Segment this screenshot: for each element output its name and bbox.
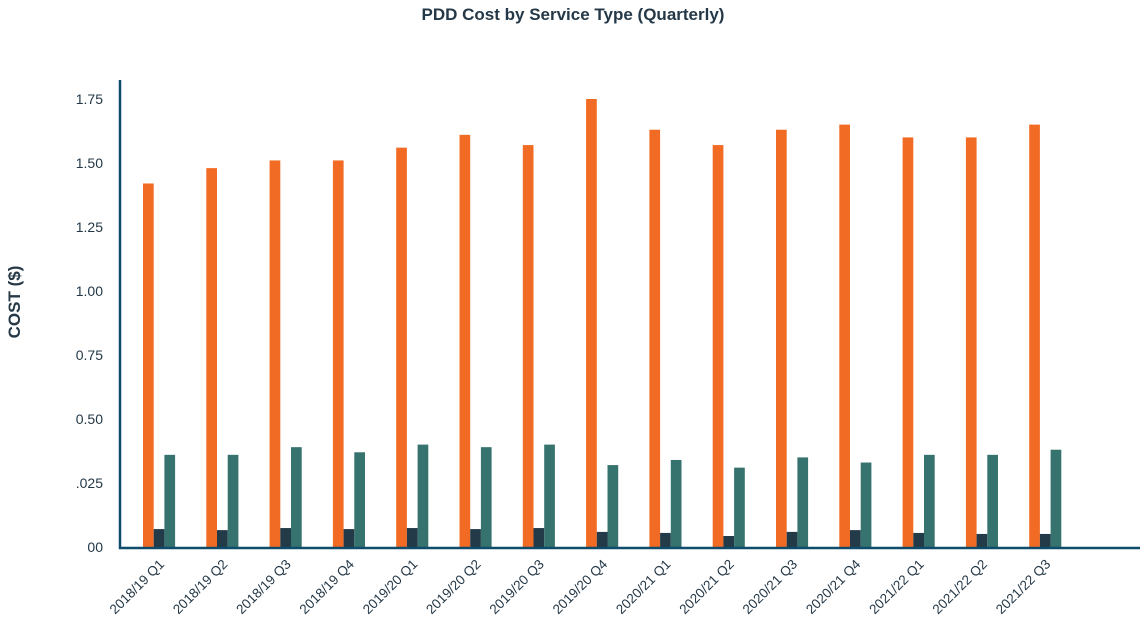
bar-series-1: [206, 168, 217, 548]
bar-series-2: [533, 528, 545, 548]
bar-series-1: [143, 183, 154, 549]
x-tick-label: 2019/20 Q3: [486, 557, 547, 618]
y-tick-label: 0.75: [76, 347, 103, 363]
bar-series-1: [396, 147, 407, 548]
y-tick-label: 1.50: [76, 155, 103, 171]
bar-series-3: [607, 465, 619, 548]
bar-series-1: [649, 129, 661, 548]
bar-series-3: [987, 454, 998, 548]
bar-series-3: [734, 467, 745, 548]
bar-series-1: [965, 137, 977, 548]
bar-series-3: [417, 444, 429, 548]
bar-series-2: [596, 531, 608, 548]
bar-series-2: [406, 528, 418, 548]
bar-series-2: [1039, 533, 1051, 548]
bar-series-3: [480, 447, 492, 548]
bar-series-3: [291, 447, 302, 548]
x-tick-label: 2020/21 Q4: [803, 556, 864, 617]
y-tick-label: 0.50: [76, 411, 103, 427]
y-tick-label: 1.00: [76, 283, 103, 299]
x-tick-label: 2019/20 Q4: [550, 556, 611, 617]
x-tick-label: 2021/22 Q2: [930, 557, 991, 618]
bar-series-1: [1029, 124, 1040, 548]
bar-series-3: [1050, 449, 1062, 548]
bar-series-1: [459, 134, 471, 548]
x-tick-label: 2021/22 Q1: [866, 557, 927, 618]
y-axis-label: COST ($): [5, 266, 24, 339]
y-tick-label: 1.25: [76, 219, 103, 235]
x-tick-label: 2018/19 Q1: [107, 557, 168, 618]
bar-series-3: [227, 454, 239, 548]
bar-series-3: [860, 462, 872, 548]
bar-series-3: [164, 454, 176, 548]
bar-series-3: [544, 444, 555, 548]
y-tick-label: 1.75: [76, 91, 103, 107]
bar-series-2: [217, 530, 228, 548]
x-tick-label: 2018/19 Q3: [233, 557, 294, 618]
bar-series-2: [913, 532, 924, 548]
bar-series-3: [354, 452, 365, 548]
bar-series-1: [332, 160, 344, 548]
bar-series-3: [924, 454, 935, 548]
bar-series-2: [850, 530, 861, 548]
bar-series-2: [723, 535, 735, 548]
x-tick-label: 2018/19 Q2: [170, 557, 231, 618]
bar-series-2: [280, 528, 291, 548]
y-tick-label: 00: [87, 539, 103, 555]
chart-title: PDD Cost by Service Type (Quarterly): [422, 5, 725, 24]
bar-series-1: [586, 99, 597, 548]
x-tick-label: 2019/20 Q1: [360, 557, 421, 618]
bar-series-1: [269, 160, 281, 548]
bar-series-2: [343, 529, 355, 548]
bar-series-1: [522, 145, 534, 548]
x-tick-label: 2020/21 Q2: [676, 557, 737, 618]
bar-series-2: [786, 531, 798, 548]
bar-series-1: [902, 137, 914, 548]
bar-series-2: [660, 532, 671, 548]
bar-series-2: [153, 529, 165, 548]
x-tick-label: 2020/21 Q1: [613, 557, 674, 618]
bar-series-1: [776, 129, 787, 548]
x-tick-label: 2021/22 Q3: [993, 557, 1054, 618]
x-tick-label: 2018/19 Q4: [297, 556, 358, 617]
bar-series-1: [712, 145, 724, 548]
x-tick-label: 2020/21 Q3: [740, 557, 801, 618]
x-tick-label: 2019/20 Q2: [423, 557, 484, 618]
bar-series-3: [670, 459, 682, 548]
bar-series-1: [839, 124, 850, 548]
bar-series-3: [797, 457, 809, 548]
bar-series-2: [976, 533, 988, 548]
bar-series-2: [470, 529, 481, 548]
y-tick-label: .025: [76, 475, 103, 491]
